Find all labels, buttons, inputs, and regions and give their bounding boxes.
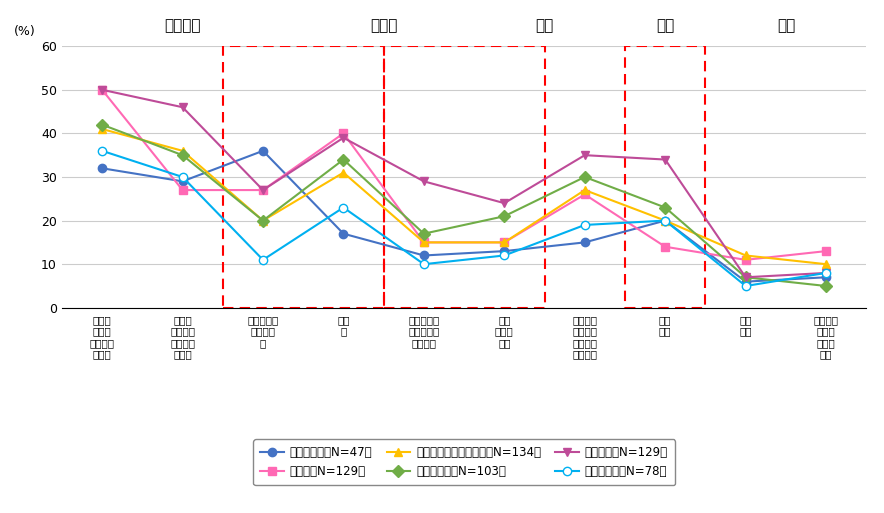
Text: (%): (%) [13,25,35,38]
エネルギー・インフラ（N=134） [177,148,188,154]
製造業（N=129） [659,244,671,250]
情報通信（N=129） [741,274,751,280]
Line: サービス業（N=78）: サービス業（N=78） [98,147,830,290]
サービス業（N=78） [580,222,591,228]
Bar [223,46,384,308]
製造業（N=129） [97,87,108,93]
情報通信（N=129） [338,135,348,141]
エネルギー・インフラ（N=134） [659,218,671,224]
情報通信（N=129） [659,156,671,163]
流通・小売（N=103） [820,283,831,289]
エネルギー・インフラ（N=134） [741,252,751,259]
Line: エネルギー・インフラ（N=134）: エネルギー・インフラ（N=134） [98,125,830,268]
Text: インフラ: インフラ [164,18,201,33]
Line: 農林水産業（N=47）: 農林水産業（N=47） [98,147,830,286]
流通・小売（N=103） [580,174,591,180]
サービス業（N=78） [258,256,269,263]
製造業（N=129） [741,256,751,263]
流通・小売（N=103） [741,274,751,280]
流通・小売（N=103） [97,122,108,128]
サービス業（N=78） [97,148,108,154]
エネルギー・インフラ（N=134） [820,261,831,267]
情報通信（N=129） [499,200,509,206]
農林水産業（N=47） [741,279,751,285]
情報通信（N=129） [580,152,591,159]
情報通信（N=129） [97,87,108,93]
製造業（N=129） [338,130,348,136]
農林水産業（N=47） [580,239,591,246]
サービス業（N=78） [741,283,751,289]
農林水産業（N=47） [419,252,430,259]
流通・小売（N=103） [499,213,509,220]
Text: 資金: 資金 [777,18,795,33]
流通・小売（N=103） [177,152,188,159]
サービス業（N=78） [338,204,348,210]
情報通信（N=129） [177,104,188,110]
Text: 市場: 市場 [536,18,553,33]
Line: 流通・小売（N=103）: 流通・小売（N=103） [98,121,830,290]
エネルギー・インフラ（N=134） [338,169,348,175]
農林水産業（N=47） [97,165,108,171]
情報通信（N=129） [820,270,831,276]
エネルギー・インフラ（N=134） [580,187,591,193]
流通・小売（N=103） [338,156,348,163]
サービス業（N=78） [659,218,671,224]
Bar [384,46,545,308]
エネルギー・インフラ（N=134） [258,218,269,224]
エネルギー・インフラ（N=134） [97,126,108,132]
Text: ルール: ルール [370,18,397,33]
Line: 製造業（N=129）: 製造業（N=129） [98,86,830,264]
製造業（N=129） [419,239,430,246]
農林水産業（N=47） [258,148,269,154]
流通・小売（N=103） [419,231,430,237]
製造業（N=129） [499,239,509,246]
Bar [625,46,705,308]
農林水産業（N=47） [820,274,831,280]
製造業（N=129） [580,191,591,198]
情報通信（N=129） [258,187,269,193]
農林水産業（N=47） [499,248,509,254]
流通・小売（N=103） [659,204,671,210]
エネルギー・インフラ（N=134） [419,239,430,246]
サービス業（N=78） [820,270,831,276]
農林水産業（N=47） [338,231,348,237]
製造業（N=129） [177,187,188,193]
製造業（N=129） [820,248,831,254]
農林水産業（N=47） [659,218,671,224]
情報通信（N=129） [419,179,430,185]
流通・小売（N=103） [258,218,269,224]
エネルギー・インフラ（N=134） [499,239,509,246]
サービス業（N=78） [177,174,188,180]
農林水産業（N=47） [177,179,188,185]
Text: 人材: 人材 [656,18,674,33]
Legend: 農林水産業（N=47）, 製造業（N=129）, エネルギー・インフラ（N=134）, 流通・小売（N=103）, 情報通信（N=129）, サービス業（N=7: 農林水産業（N=47）, 製造業（N=129）, エネルギー・インフラ（N=13… [253,439,675,485]
製造業（N=129） [258,187,269,193]
Line: 情報通信（N=129）: 情報通信（N=129） [98,86,830,282]
サービス業（N=78） [499,252,509,259]
サービス業（N=78） [419,261,430,267]
